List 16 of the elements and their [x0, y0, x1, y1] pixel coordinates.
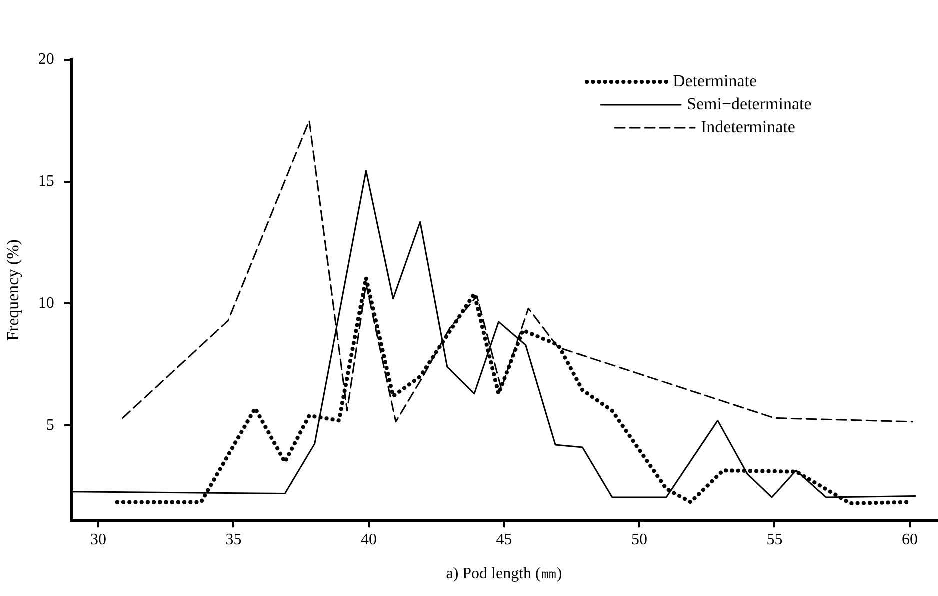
x-tick-label: 35 — [226, 531, 242, 548]
y-tick-label: 10 — [38, 294, 54, 312]
y-axis-title: Frequency (%) — [4, 240, 23, 342]
x-axis-title: a) Pod length (㎜) — [446, 566, 562, 583]
x-tick-label: 40 — [360, 531, 377, 548]
legend-label: Semi−determinate — [687, 94, 812, 114]
x-tick-label: 60 — [902, 531, 918, 548]
x-tick-label: 45 — [496, 531, 512, 548]
y-tick-label: 20 — [38, 51, 54, 68]
legend-label: Determinate — [673, 71, 758, 90]
y-tick-label: 5 — [46, 416, 54, 434]
x-tick-label: 30 — [90, 531, 106, 548]
x-tick-label: 55 — [766, 531, 783, 548]
legend-label: Indeterminate — [701, 117, 796, 136]
y-tick-label: 15 — [38, 173, 54, 190]
x-tick-label: 50 — [631, 531, 648, 548]
